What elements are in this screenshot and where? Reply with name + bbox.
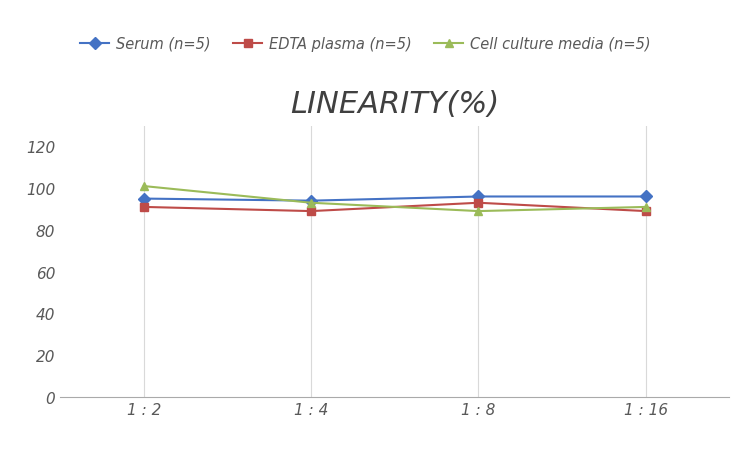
Serum (n=5) [139, 197, 148, 202]
EDTA plasma (n=5) [139, 205, 148, 210]
Cell culture media (n=5) [139, 184, 148, 189]
Line: EDTA plasma (n=5): EDTA plasma (n=5) [140, 199, 650, 216]
Serum (n=5) [474, 194, 483, 200]
EDTA plasma (n=5) [474, 201, 483, 206]
Legend: Serum (n=5), EDTA plasma (n=5), Cell culture media (n=5): Serum (n=5), EDTA plasma (n=5), Cell cul… [74, 31, 657, 57]
EDTA plasma (n=5) [307, 209, 316, 214]
Line: Serum (n=5): Serum (n=5) [140, 193, 650, 205]
Serum (n=5) [307, 198, 316, 204]
Cell culture media (n=5) [641, 205, 650, 210]
Cell culture media (n=5) [474, 209, 483, 214]
Cell culture media (n=5) [307, 201, 316, 206]
Serum (n=5) [641, 194, 650, 200]
EDTA plasma (n=5) [641, 209, 650, 214]
Line: Cell culture media (n=5): Cell culture media (n=5) [140, 183, 650, 216]
Title: LINEARITY(%): LINEARITY(%) [290, 89, 499, 119]
